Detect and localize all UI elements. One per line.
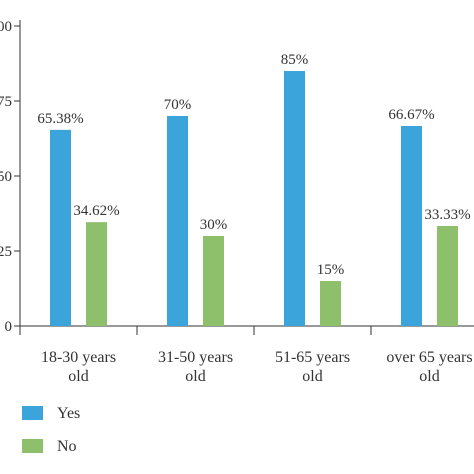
data-label-yes-1: 65.38% [37,111,83,127]
bar-no-4 [437,226,458,326]
y-tick-label: 100 [0,19,12,35]
data-label-no-1: 34.62% [73,203,119,219]
category-label-4: over 65 years old [386,349,472,385]
bar-no-2 [203,236,224,326]
bar-yes-2 [167,116,188,326]
y-axis-ticks: 0 25 50 75 100 [0,19,20,335]
data-label-no-3: 15% [317,262,345,278]
legend-label-no: No [57,438,77,455]
bar-no-3 [320,281,341,326]
y-tick-label: 75 [0,94,12,110]
bar-yes-1 [50,129,71,326]
category-label-1: 18-30 years old [41,349,116,385]
category-labels: 18-30 years old 31-50 years old 51-65 years o… [41,349,473,385]
bar-yes-3 [284,71,305,326]
legend-label-yes: Yes [57,405,80,422]
category-label-3: 51-65 years old [275,349,350,385]
bars [50,71,458,327]
data-labels: 65.38% 70% 85% 66.67% 34.62% 30% 15% 33.33% [37,52,470,278]
legend-swatch-yes [22,406,43,420]
y-tick-label: 25 [0,244,12,260]
legend: Yes No [22,405,80,455]
data-label-no-2: 30% [200,217,228,233]
data-label-yes-4: 66.67% [388,107,434,123]
legend-swatch-no [22,439,43,453]
y-tick-label: 0 [5,319,13,335]
bar-yes-4 [401,125,422,327]
data-label-yes-3: 85% [281,52,309,68]
y-tick-label: 50 [0,169,12,185]
category-label-2: 31-50 years old [158,349,233,385]
data-label-yes-2: 70% [164,97,192,113]
bar-no-1 [86,222,107,326]
data-label-no-4: 33.33% [424,207,470,223]
